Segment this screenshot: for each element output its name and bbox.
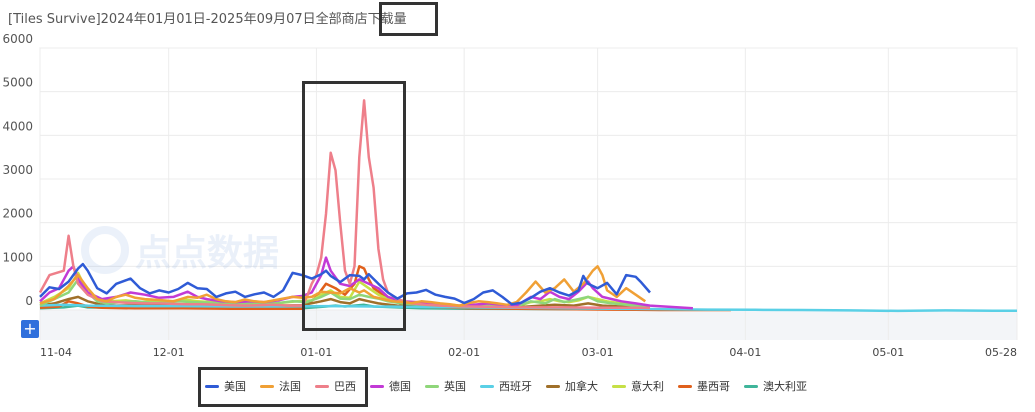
highlight-box-peak (302, 81, 406, 331)
legend-swatch (315, 384, 329, 388)
y-tick-label: 0 (25, 294, 33, 308)
legend-swatch (370, 384, 384, 388)
legend-label: 英国 (444, 380, 466, 393)
y-ticks: 6000 5000 4000 3000 2000 1000 0 (2, 32, 33, 308)
legend-swatch (425, 384, 439, 388)
y-tick-label: 4000 (2, 119, 33, 133)
legend-item[interactable]: 意大利 (612, 378, 664, 394)
y-tick-label: 6000 (2, 32, 33, 46)
x-tick-label: 01-01 (300, 346, 332, 359)
x-tick-label: 04-01 (729, 346, 761, 359)
zoom-band (40, 310, 1017, 340)
legend-label: 西班牙 (499, 380, 532, 393)
y-tick-label: 2000 (2, 207, 33, 221)
series-line (39, 278, 651, 309)
x-tick-label: 12-01 (153, 346, 185, 359)
legend-swatch (205, 384, 219, 388)
add-button[interactable]: + (21, 320, 39, 338)
legend-label: 墨西哥 (697, 380, 730, 393)
series-line (39, 256, 693, 310)
watermark-logo (81, 226, 129, 274)
legend-label: 加拿大 (565, 380, 598, 393)
legend-label: 意大利 (631, 380, 664, 393)
watermark-text: 点点数据 (135, 233, 279, 274)
legend: 美国 法国 巴西 德国 英国 西班牙 加拿大 意大利 墨西哥 澳大利亚 (205, 378, 807, 394)
y-tick-label: 3000 (2, 163, 33, 177)
legend-swatch (480, 384, 494, 388)
watermark: 点点数据 (81, 226, 279, 274)
legend-label: 法国 (279, 380, 301, 393)
x-tick-label: 03-01 (582, 346, 614, 359)
legend-item[interactable]: 英国 (425, 378, 466, 394)
legend-item[interactable]: 德国 (370, 378, 411, 394)
x-tick-label: 02-01 (448, 346, 480, 359)
y-tick-label: 5000 (2, 76, 33, 90)
legend-label: 澳大利亚 (763, 380, 807, 393)
y-tick-label: 1000 (2, 250, 33, 264)
legend-swatch (546, 384, 560, 388)
legend-item[interactable]: 巴西 (315, 378, 356, 394)
series-line (39, 262, 651, 306)
legend-item[interactable]: 法国 (260, 378, 301, 394)
legend-swatch (744, 384, 758, 388)
x-tick-label: 11-04 (40, 346, 72, 359)
legend-swatch (678, 384, 692, 388)
legend-item[interactable]: 美国 (205, 378, 246, 394)
legend-swatch (612, 384, 626, 388)
legend-label: 巴西 (334, 380, 356, 393)
legend-item[interactable]: 西班牙 (480, 378, 532, 394)
x-tick-label: 05-01 (872, 346, 904, 359)
legend-label: 德国 (389, 380, 411, 393)
highlight-box-title (379, 2, 438, 36)
legend-item[interactable]: 加拿大 (546, 378, 598, 394)
x-ticks: 11-04 12-01 01-01 02-01 03-01 04-01 05-01 05-28 (40, 346, 1017, 359)
highlight-box-legend (198, 367, 368, 407)
chart-title: [Tiles Survive]2024年01月01日-2025年09月07日全部… (8, 12, 407, 27)
legend-label: 美国 (224, 380, 246, 393)
series-lines (38, 99, 1017, 313)
legend-swatch (260, 384, 274, 388)
series-line (39, 265, 647, 307)
legend-item[interactable]: 澳大利亚 (744, 378, 807, 394)
x-tick-label: 05-28 (985, 346, 1017, 359)
legend-item[interactable]: 墨西哥 (678, 378, 730, 394)
